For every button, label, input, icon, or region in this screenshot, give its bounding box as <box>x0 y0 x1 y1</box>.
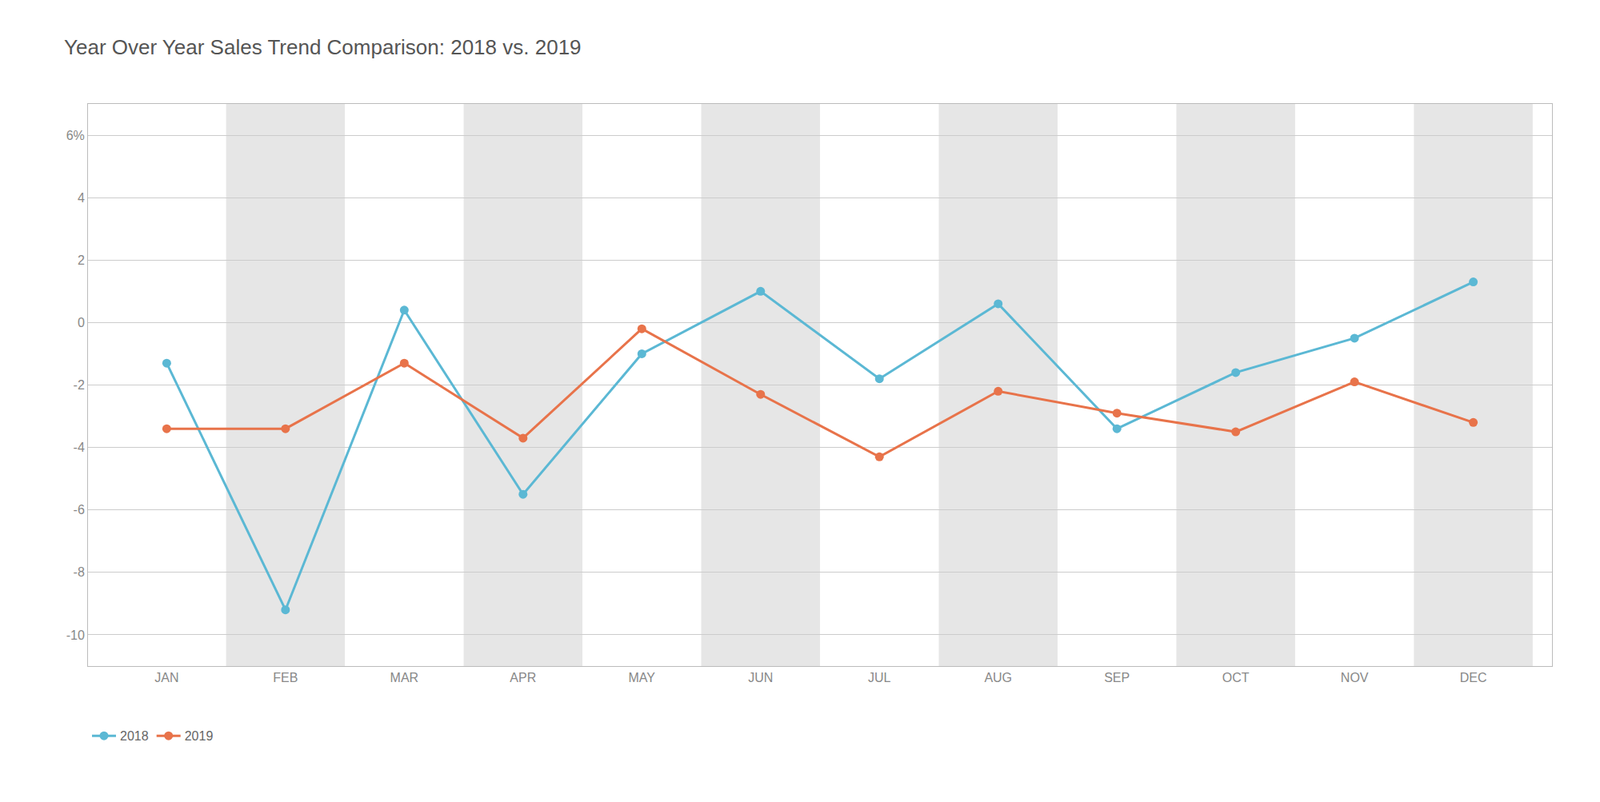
svg-text:MAR: MAR <box>390 671 420 685</box>
svg-text:2018: 2018 <box>120 729 149 744</box>
svg-text:JUN: JUN <box>748 671 773 685</box>
svg-text:JUL: JUL <box>868 671 892 685</box>
svg-text:0: 0 <box>77 316 85 330</box>
svg-text:2019: 2019 <box>184 729 214 744</box>
svg-text:JAN: JAN <box>154 671 179 685</box>
svg-text:2: 2 <box>77 253 85 268</box>
svg-text:-4: -4 <box>73 440 85 455</box>
svg-text:APR: APR <box>509 671 536 685</box>
svg-text:-2: -2 <box>73 378 85 392</box>
svg-text:FEB: FEB <box>272 671 298 685</box>
svg-text:Year Over Year Sales Trend Com: Year Over Year Sales Trend Comparison: 2… <box>64 35 582 60</box>
svg-text:6%: 6% <box>66 128 85 143</box>
svg-text:-6: -6 <box>73 503 85 517</box>
svg-text:OCT: OCT <box>1222 671 1250 685</box>
svg-text:AUG: AUG <box>984 671 1012 685</box>
svg-text:MAY: MAY <box>628 671 656 685</box>
svg-text:SEP: SEP <box>1104 671 1130 685</box>
svg-text:NOV: NOV <box>1340 671 1369 685</box>
svg-text:-8: -8 <box>73 565 85 580</box>
svg-text:DEC: DEC <box>1460 671 1488 685</box>
svg-text:4: 4 <box>77 191 85 205</box>
svg-text:-10: -10 <box>66 628 85 643</box>
